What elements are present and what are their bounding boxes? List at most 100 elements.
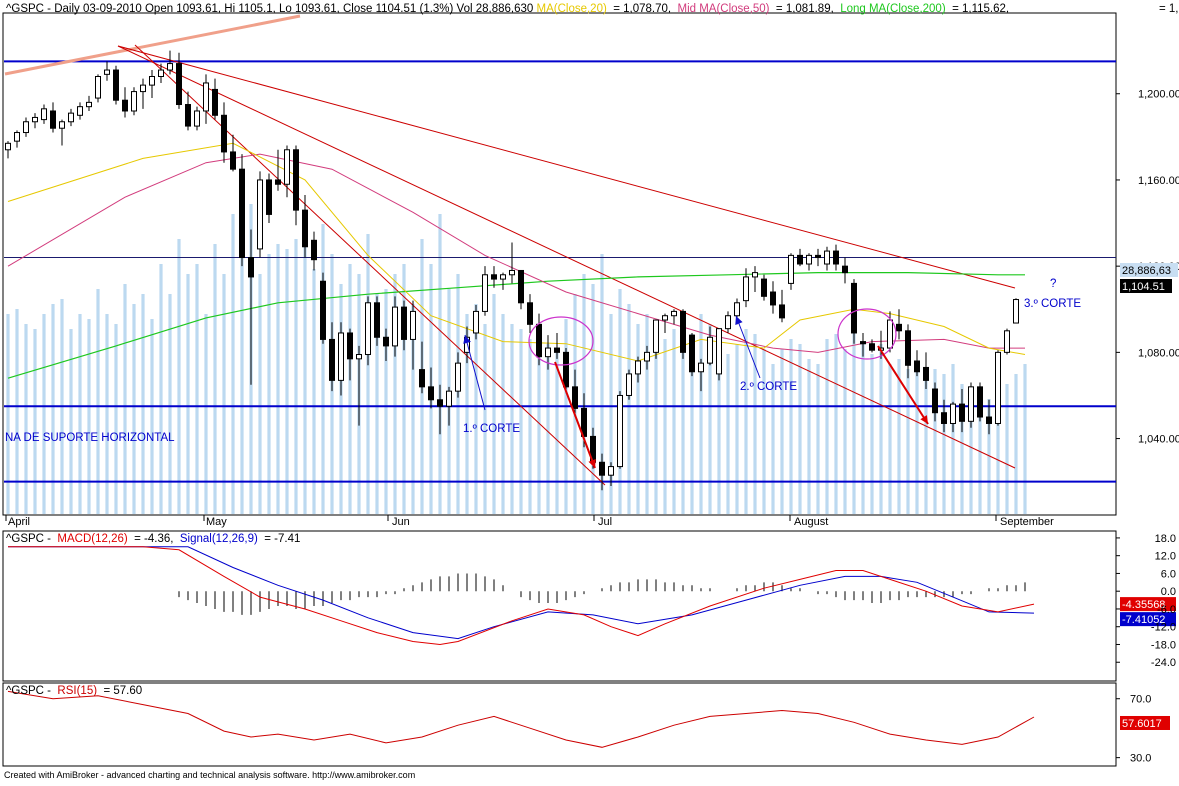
ma200-label: Long MA(Close,200) xyxy=(840,3,946,15)
rsi-y-tick-label: 30.0 xyxy=(1130,753,1151,765)
volume-bar xyxy=(114,324,118,514)
ma50-label: Mid MA(Close,50) xyxy=(677,3,769,15)
candle-body xyxy=(59,121,65,129)
candle-body xyxy=(905,330,911,366)
ma20-value: = 1,078.70, xyxy=(610,3,674,15)
volume-bar xyxy=(960,384,964,514)
candle-body xyxy=(491,274,497,280)
candle-body xyxy=(959,403,965,422)
volume-bar xyxy=(834,334,838,514)
candle-body xyxy=(950,403,956,424)
price-header: ^GSPC - Daily 03-09-2010 Open 1093.61, H… xyxy=(6,3,1009,15)
volume-bar xyxy=(699,314,703,514)
volume-bar xyxy=(366,234,370,514)
volume-bar xyxy=(231,214,235,514)
volume-bar xyxy=(42,314,46,514)
volume-bar xyxy=(987,399,991,514)
candle-body xyxy=(788,254,794,284)
volume-bar xyxy=(186,274,190,514)
trend-line xyxy=(117,45,1016,289)
volume-bar xyxy=(492,294,496,514)
volume-bar xyxy=(744,329,748,514)
candle-body xyxy=(473,310,479,334)
candle-body xyxy=(797,254,803,265)
candle-body xyxy=(356,354,362,360)
macd-y-tick-label: 12.0 xyxy=(1155,551,1176,563)
volume-bar xyxy=(258,274,262,514)
volume-bar xyxy=(15,309,19,514)
candle-body xyxy=(158,69,164,78)
volume-bar xyxy=(195,264,199,514)
blue-arrow xyxy=(735,315,761,379)
candle-body xyxy=(527,302,533,325)
rsi-y-tick-label: 70.0 xyxy=(1130,694,1151,706)
header-right: = 1, xyxy=(1159,3,1179,15)
candle-body xyxy=(392,306,398,347)
volume-bar xyxy=(924,374,928,514)
ma200-line xyxy=(7,272,1025,379)
volume-bar xyxy=(69,329,73,514)
rsi-badge-text: 57.6017 xyxy=(1122,718,1162,730)
candle-body xyxy=(644,351,650,362)
red-arrow-head xyxy=(588,459,596,468)
blue-arrow-head xyxy=(463,335,471,344)
annotation-label: 1.º CORTE xyxy=(463,423,520,435)
candle-body xyxy=(824,250,830,265)
candle-body xyxy=(248,257,254,278)
volume-bar xyxy=(861,344,865,514)
macd-badge-text: -4.35568 xyxy=(1122,599,1165,611)
candle-body xyxy=(968,386,974,422)
volume-bar xyxy=(519,329,523,514)
candle-body xyxy=(995,351,1001,424)
volume-bar xyxy=(150,319,154,514)
volume-bar xyxy=(816,364,820,514)
candle-body xyxy=(266,179,272,215)
candle-body xyxy=(455,362,461,392)
signal-label: Signal(12,26,9) xyxy=(180,533,258,545)
volume-bar xyxy=(969,389,973,514)
volume-bar xyxy=(591,284,595,514)
macd-y-tick-label: 6.0 xyxy=(1161,568,1176,580)
macd-panel xyxy=(2,530,1117,682)
volume-bar xyxy=(546,344,550,514)
candle-body xyxy=(617,394,623,468)
rsi-badge-bg xyxy=(1120,715,1170,730)
candle-body xyxy=(338,332,344,381)
volume-bar xyxy=(168,294,172,514)
macd-y-tick-label: -18.0 xyxy=(1151,639,1176,651)
volume-bar xyxy=(870,354,874,514)
annotation-ellipse xyxy=(528,316,594,366)
signal-badge-text: -7.41052 xyxy=(1122,614,1165,626)
close-badge-text: 1,104.51 xyxy=(1122,281,1165,293)
volume-bar xyxy=(645,314,649,514)
candle-body xyxy=(608,466,614,476)
candle-body xyxy=(23,121,29,134)
volume-bar xyxy=(663,339,667,514)
volume-bar xyxy=(132,304,136,514)
candle-body xyxy=(77,106,83,116)
volume-bar xyxy=(627,304,631,514)
volume-bar xyxy=(636,324,640,514)
month-label: Jul xyxy=(598,516,612,528)
volume-bar xyxy=(474,304,478,514)
macd-header: ^GSPC - MACD(12,26) = -4.36, Signal(12,2… xyxy=(6,533,300,545)
candle-body xyxy=(941,412,947,424)
candle-body xyxy=(815,254,821,259)
candle-body xyxy=(410,310,416,340)
volume-bar xyxy=(780,349,784,514)
candle-body xyxy=(572,386,578,409)
signal-badge: -7.41052 xyxy=(1120,612,1176,627)
candle-body xyxy=(365,302,371,356)
volume-bar xyxy=(96,289,100,514)
candle-body xyxy=(887,319,893,349)
volume-bar xyxy=(501,314,505,514)
candle-body xyxy=(464,336,470,353)
volume-bar xyxy=(1005,384,1009,514)
red-arrow xyxy=(554,361,596,469)
candle-body xyxy=(932,388,938,414)
candle-body xyxy=(923,366,929,381)
annotation-ellipse xyxy=(837,308,897,360)
volume-bar xyxy=(888,364,892,514)
volume-bar xyxy=(348,264,352,514)
